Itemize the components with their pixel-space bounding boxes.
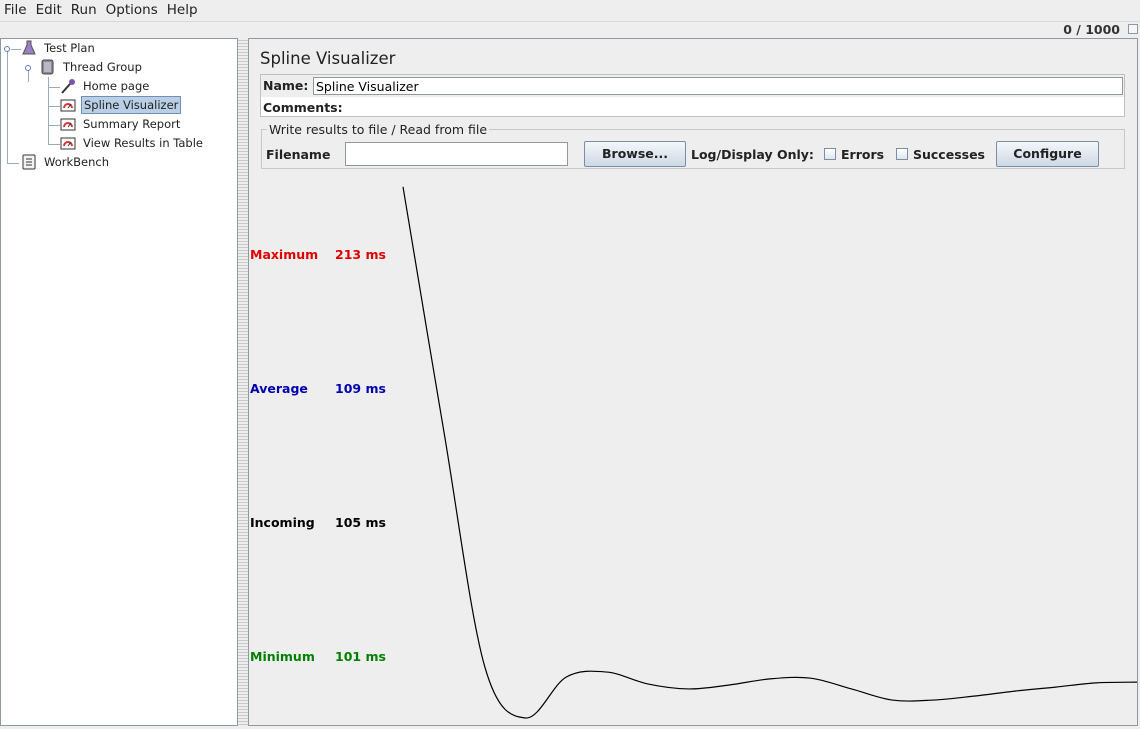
menu-edit[interactable]: Edit [35,2,62,18]
spline-visualizer-panel: Spline Visualizer Name: Comments: Write … [248,38,1138,726]
menu-bar: File Edit Run Options Help [0,0,1140,22]
gauge-icon [60,97,76,113]
spline-plot [402,186,1137,719]
filename-label: Filename [266,147,331,162]
name-comments-box: Name: Comments: [260,74,1125,117]
average-label: Average [250,381,308,396]
maximum-value: 213 ms [335,247,386,262]
tree-node-thread-group[interactable]: Thread Group [40,58,144,76]
successes-label: Successes [913,147,985,162]
errors-checkbox[interactable] [824,148,836,160]
status-indicator[interactable] [1128,24,1138,34]
pipette-icon [60,78,76,94]
tree-node-workbench[interactable]: WorkBench [21,153,111,171]
split-pane-divider[interactable] [238,38,248,726]
file-panel: Write results to file / Read from file F… [261,122,1125,169]
panel-title: Spline Visualizer [260,49,396,68]
tree-label: View Results in Table [83,136,204,150]
gauge-icon [60,116,76,132]
filename-input[interactable] [345,142,568,166]
file-section-title: Write results to file / Read from file [267,122,490,137]
tree-label: Thread Group [63,60,142,74]
minimum-value: 101 ms [335,649,386,664]
log-display-label: Log/Display Only: [691,147,814,162]
tree-node-test-plan[interactable]: Test Plan [21,39,97,57]
tree-node-spline-visualizer[interactable]: Spline Visualizer [60,96,182,114]
tree-label: Summary Report [83,117,181,131]
menu-options[interactable]: Options [105,2,158,18]
gauge-icon [60,135,76,151]
average-value: 109 ms [335,381,386,396]
name-label: Name: [263,78,309,93]
tree-node-summary-report[interactable]: Summary Report [60,115,182,133]
name-input[interactable] [313,77,1123,95]
comments-label: Comments: [263,100,343,115]
configure-button[interactable]: Configure [996,141,1099,167]
tree-label: Home page [83,79,150,93]
errors-label: Errors [841,147,885,162]
incoming-label: Incoming [250,515,315,530]
browse-button[interactable]: Browse... [584,141,686,167]
flask-icon [21,40,37,56]
tree-node-home-page[interactable]: Home page [60,77,151,95]
minimum-label: Minimum [250,649,315,664]
tree-node-view-results-table[interactable]: View Results in Table [60,134,205,152]
successes-checkbox[interactable] [896,148,908,160]
spool-icon [40,59,56,75]
incoming-value: 105 ms [335,515,386,530]
toolbar: 0 / 1000 [0,22,1140,38]
menu-help[interactable]: Help [166,2,198,18]
maximum-label: Maximum [250,247,319,262]
menu-file[interactable]: File [4,2,27,18]
clipboard-icon [21,154,37,170]
thread-counter: 0 / 1000 [1063,22,1120,37]
tree-label: Test Plan [44,41,95,55]
menu-run[interactable]: Run [70,2,97,18]
spline-chart: Maximum 213 ms Average 109 ms Incoming 1… [249,171,1137,726]
test-plan-tree: Test Plan Thread Group Home page Spline … [0,38,238,726]
tree-label: Spline Visualizer [81,96,182,114]
tree-label: WorkBench [44,155,109,169]
spline-line [402,186,1137,719]
